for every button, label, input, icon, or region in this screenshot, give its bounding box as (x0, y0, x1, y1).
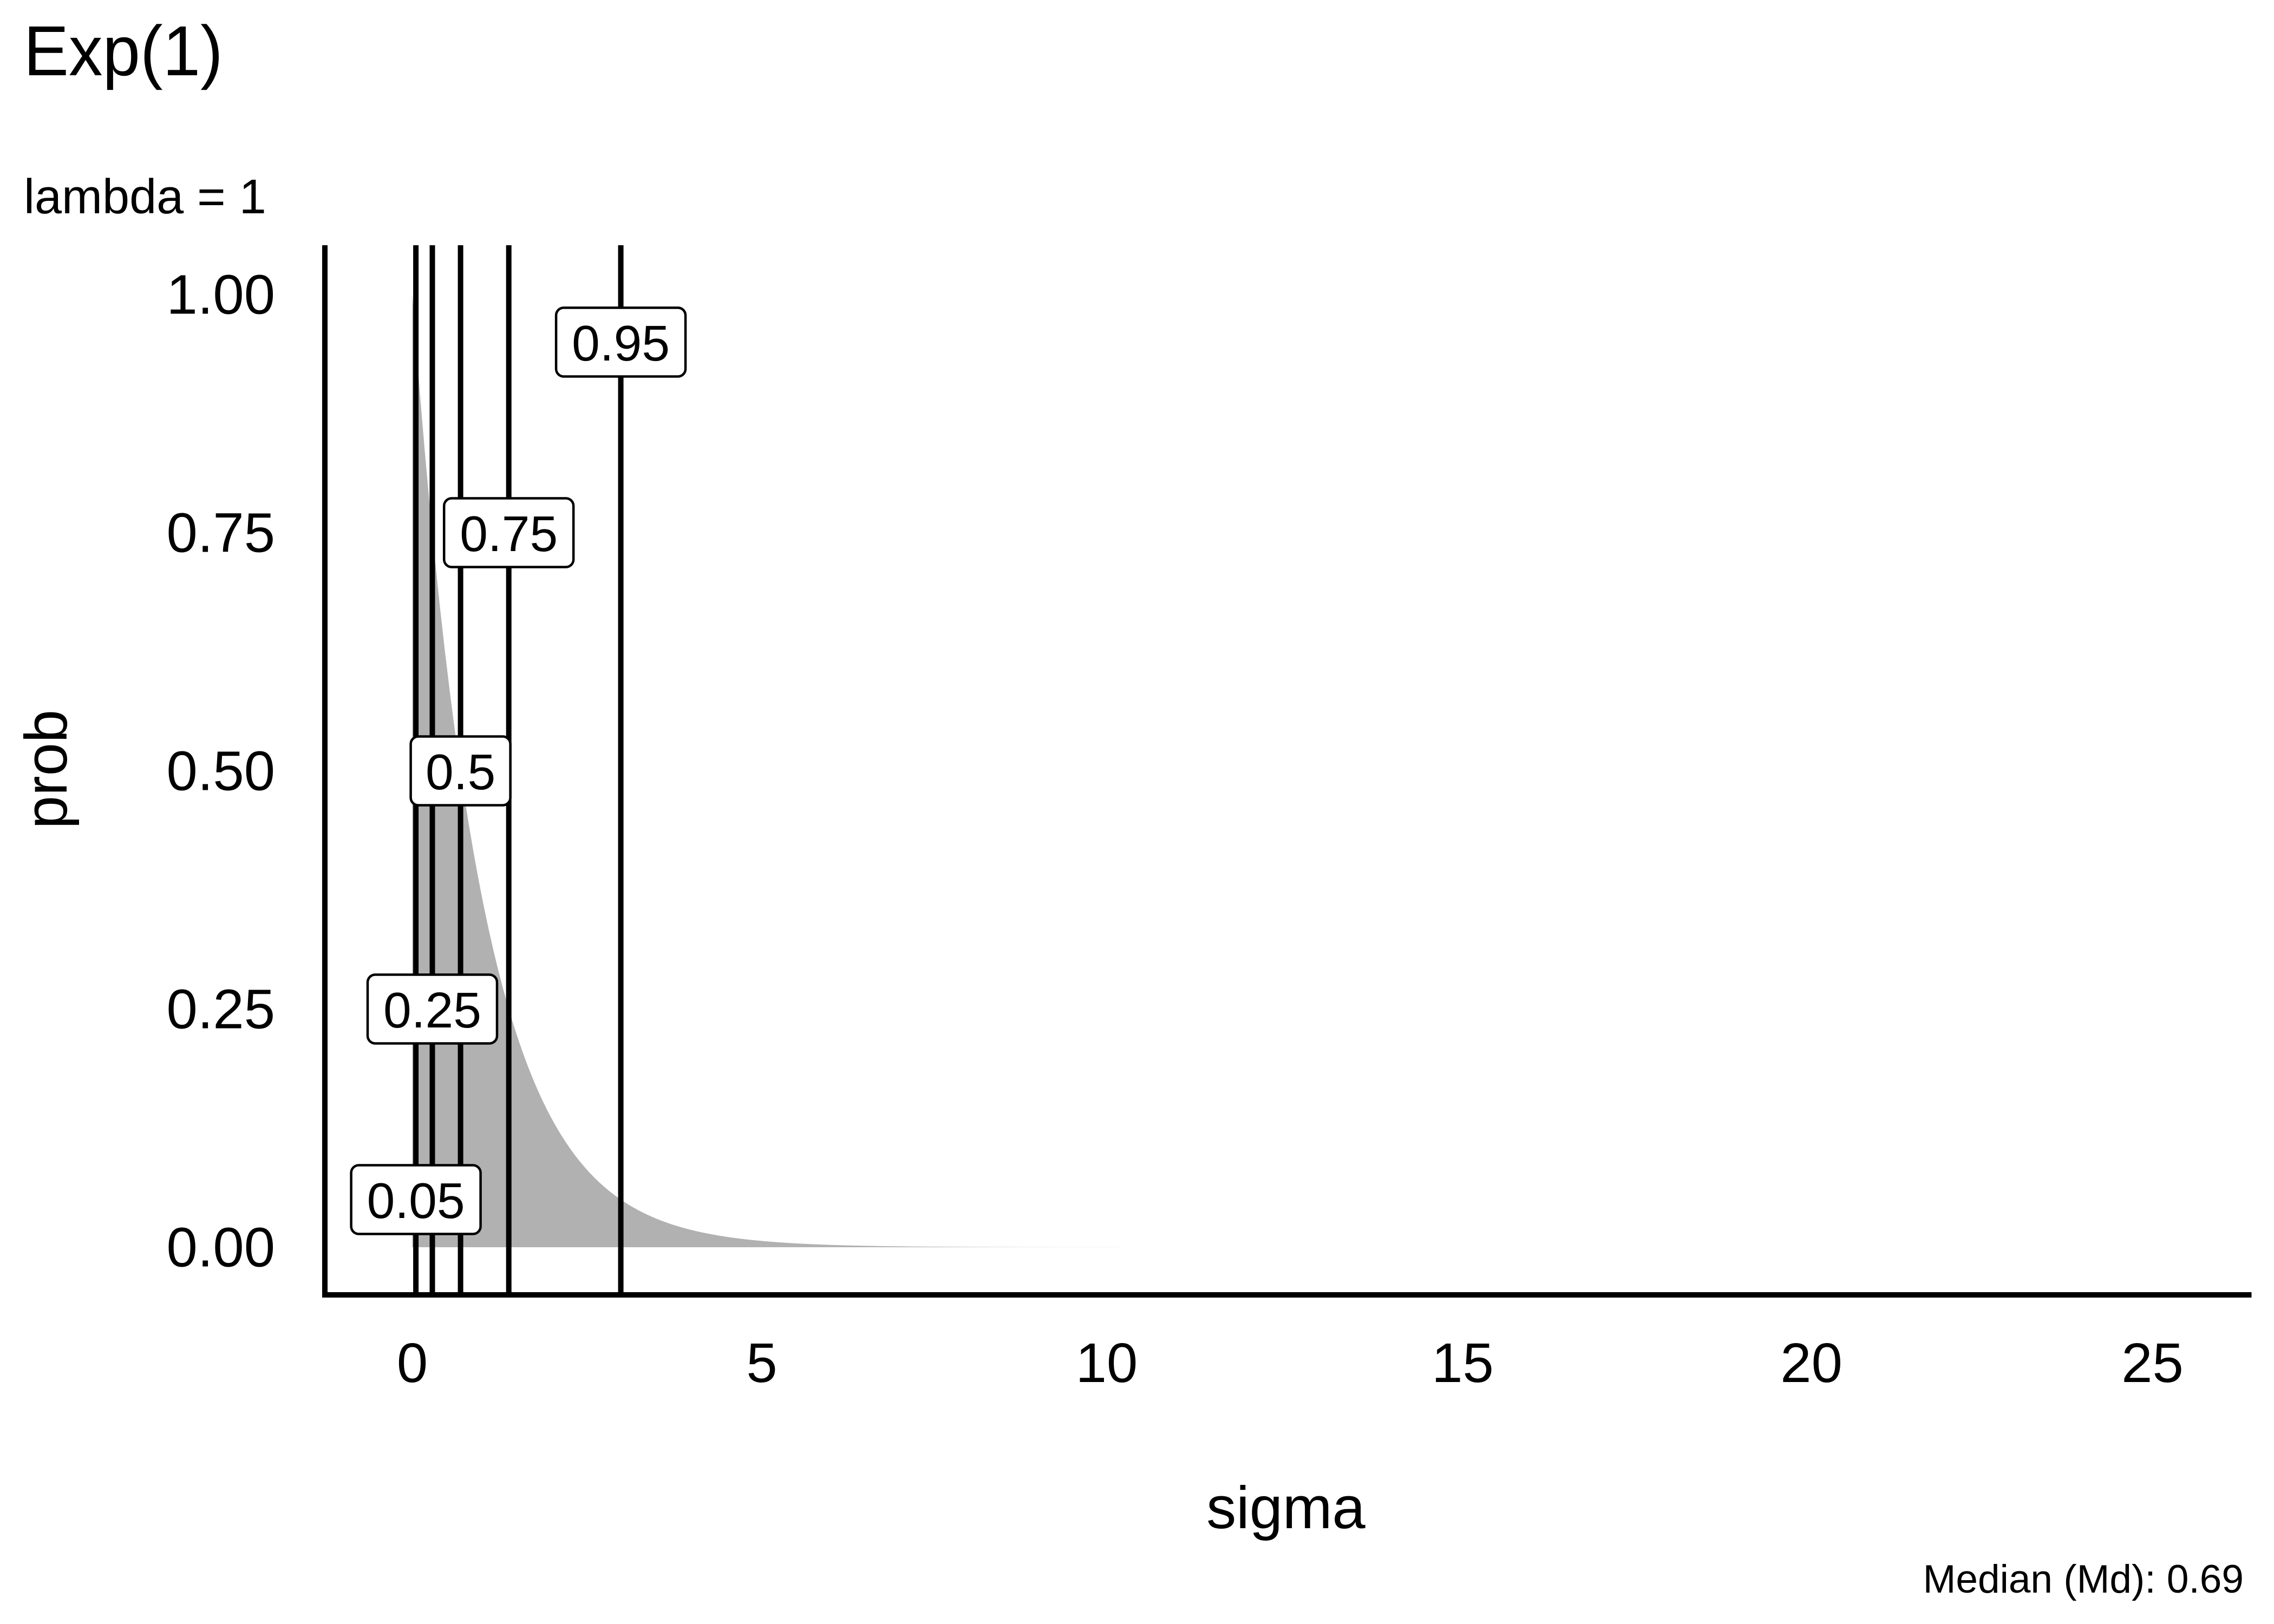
svg-text:10: 10 (1076, 1332, 1138, 1394)
svg-text:0.25: 0.25 (167, 978, 275, 1040)
svg-text:prob: prob (13, 710, 80, 829)
svg-text:5: 5 (746, 1332, 777, 1394)
svg-text:sigma: sigma (1206, 1475, 1365, 1541)
svg-text:0.05: 0.05 (367, 1173, 465, 1229)
svg-text:0.75: 0.75 (460, 506, 558, 562)
svg-text:15: 15 (1432, 1332, 1494, 1394)
svg-text:0.50: 0.50 (167, 739, 275, 802)
svg-text:0.25: 0.25 (383, 982, 481, 1038)
svg-text:0.00: 0.00 (167, 1216, 275, 1278)
svg-text:0.75: 0.75 (167, 501, 275, 564)
svg-text:lambda = 1: lambda = 1 (24, 170, 266, 224)
svg-text:Median (Md): 0.69: Median (Md): 0.69 (1923, 1557, 2244, 1601)
svg-text:0.95: 0.95 (572, 315, 670, 371)
svg-text:1.00: 1.00 (167, 263, 275, 325)
svg-text:20: 20 (1780, 1332, 1842, 1394)
svg-text:Exp(1): Exp(1) (24, 11, 223, 90)
svg-text:0.5: 0.5 (426, 744, 495, 800)
svg-text:0: 0 (397, 1332, 428, 1394)
svg-text:25: 25 (2121, 1332, 2184, 1394)
